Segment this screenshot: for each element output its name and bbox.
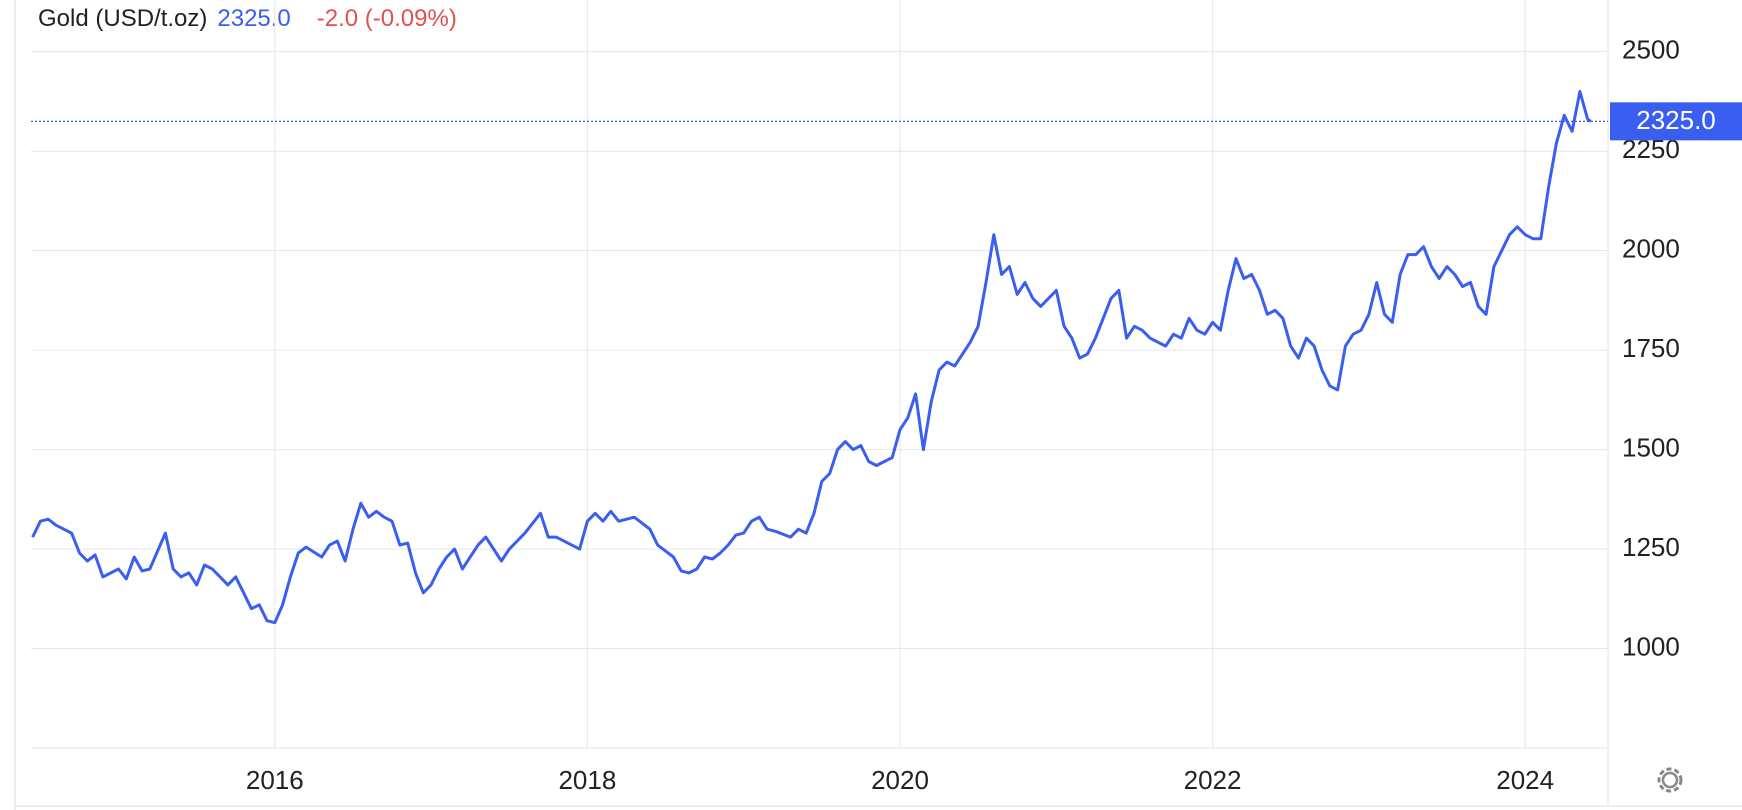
y-tick-label: 2000 [1622,234,1680,264]
y-tick-label: 2500 [1622,35,1680,65]
last-price-tag [1610,102,1742,141]
x-tick-label: 2016 [246,765,304,795]
header: Gold (USD/t.oz) 2325.0 -2.0 (-0.09%) [38,5,457,32]
settings-icon[interactable] [1657,767,1683,793]
x-tick-label: 2024 [1496,765,1554,795]
y-tick-label: 1000 [1622,631,1680,661]
x-tick-label: 2022 [1184,765,1242,795]
last-price-label: 2325.0 [1636,105,1716,135]
y-tick-label: 1750 [1622,333,1680,363]
x-tick-label: 2020 [871,765,929,795]
y-tick-label: 1500 [1622,432,1680,462]
header-price: 2325.0 [217,5,290,32]
header-change: -2.0 (-0.09%) [317,5,457,32]
price-line [31,90,1592,625]
y-tick-label: 1250 [1622,532,1680,562]
chart-title: Gold (USD/t.oz) [38,5,207,32]
x-tick-label: 2018 [558,765,616,795]
